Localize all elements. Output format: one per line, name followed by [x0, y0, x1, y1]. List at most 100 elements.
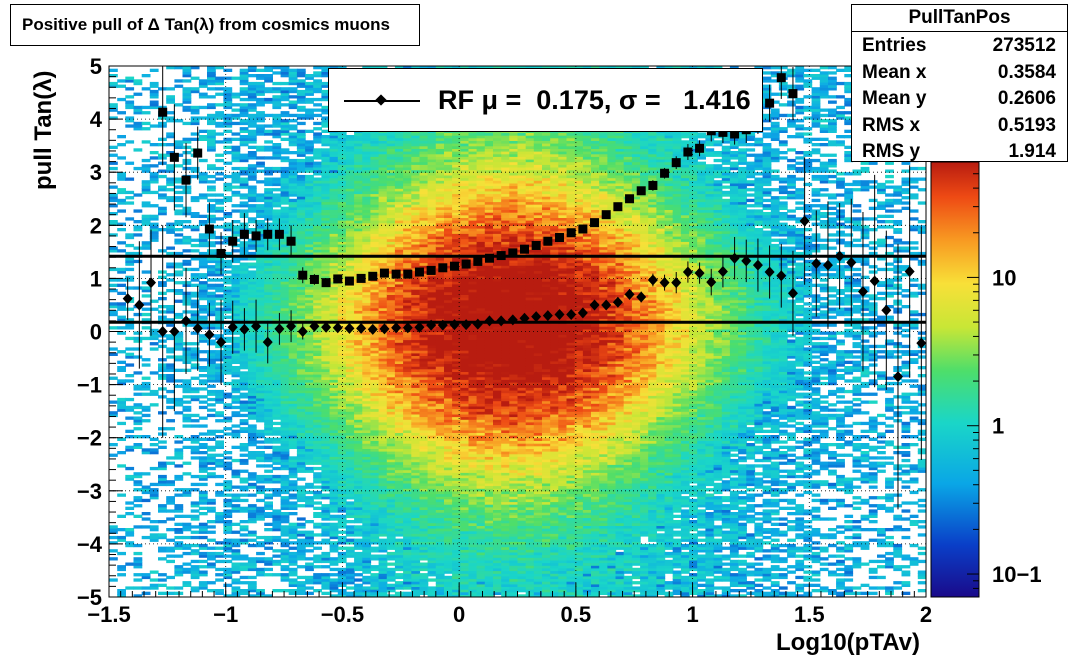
heatmap-cell: [158, 461, 167, 465]
heatmap-cell: [256, 273, 265, 277]
heatmap-cell: [109, 278, 118, 282]
heatmap-cell: [264, 294, 273, 298]
heatmap-cell: [239, 419, 249, 423]
heatmap-cell: [207, 217, 216, 221]
heatmap-cell: [190, 376, 200, 380]
heatmap-cell: [264, 347, 273, 351]
heatmap-cell: [256, 204, 265, 208]
heatmap-cell: [280, 551, 290, 556]
heatmap-cell: [166, 196, 175, 200]
heatmap-cell: [215, 355, 224, 359]
heatmap-cell: [313, 127, 322, 131]
heatmap-cell: [207, 132, 216, 136]
heatmap-cell: [239, 281, 249, 285]
heatmap-cell: [256, 132, 265, 136]
heatmap-cell: [125, 355, 135, 359]
heatmap-cell: [264, 196, 273, 200]
heatmap-cell: [223, 451, 233, 455]
heatmap-cell: [345, 525, 355, 529]
heatmap-cell: [394, 538, 404, 542]
heatmap-cell: [215, 435, 224, 439]
heatmap-cell: [125, 336, 135, 341]
heatmap-cell: [166, 310, 175, 314]
heatmap-cell: [247, 294, 257, 298]
heatmap-cell: [109, 289, 118, 293]
heatmap-cell: [174, 103, 184, 107]
heatmap-cell: [247, 92, 257, 96]
heatmap-cell: [247, 368, 257, 372]
heatmap-cell: [247, 121, 257, 126]
heatmap-cell: [321, 591, 331, 595]
heatmap-cell: [117, 156, 126, 160]
heatmap-cell: [117, 198, 126, 203]
heatmap-cell: [117, 464, 126, 468]
heatmap-cell: [198, 528, 208, 532]
heatmap-cell: [174, 528, 184, 532]
heatmap-cell: [207, 164, 216, 168]
heatmap-cell: [223, 405, 233, 410]
heatmap-cell: [256, 196, 265, 200]
heatmap-cell: [272, 151, 282, 155]
heatmap-cell: [149, 448, 159, 452]
heatmap-cell: [223, 331, 233, 335]
heatmap-cell: [198, 498, 208, 503]
heatmap-cell: [264, 573, 273, 577]
heatmap-cell: [247, 363, 257, 367]
heatmap-cell: [133, 286, 143, 290]
heatmap-cell: [247, 312, 257, 317]
heatmap-cell: [247, 270, 257, 274]
heatmap-cell: [386, 562, 396, 566]
heatmap-cell: [313, 121, 322, 126]
heatmap-cell: [182, 342, 192, 346]
heatmap-cell: [141, 472, 151, 476]
heatmap-cell: [280, 148, 290, 152]
heatmap-cell: [256, 113, 265, 118]
heatmap-cell: [239, 68, 249, 72]
heatmap-cell: [223, 68, 233, 72]
heatmap-cell: [109, 196, 118, 200]
heatmap-cell: [141, 318, 151, 322]
heatmap-cell: [296, 517, 306, 521]
heatmap-cell: [125, 530, 135, 534]
heatmap-cell: [190, 305, 200, 309]
heatmap-cell: [125, 528, 135, 532]
heatmap-cell: [125, 429, 135, 433]
heatmap-cell: [166, 169, 175, 173]
heatmap-cell: [239, 209, 249, 213]
heatmap-cell: [117, 209, 126, 213]
heatmap-cell: [158, 209, 167, 213]
heatmap-cell: [288, 119, 298, 123]
heatmap-cell: [231, 286, 241, 290]
heatmap-cell: [182, 514, 192, 518]
heatmap-cell: [223, 501, 233, 505]
heatmap-cell: [223, 461, 233, 465]
heatmap-cell: [109, 413, 118, 418]
heatmap-cell: [256, 206, 265, 210]
heatmap-cell: [264, 416, 273, 420]
heatmap-cell: [207, 474, 216, 479]
heatmap-cell: [264, 291, 273, 295]
heatmap-cell: [182, 408, 192, 412]
heatmap-cell: [109, 116, 118, 120]
heatmap-cell: [109, 411, 118, 415]
heatmap-cell: [247, 281, 257, 285]
heatmap-cell: [174, 514, 184, 518]
heatmap-cell: [345, 135, 355, 139]
heatmap-cell: [215, 278, 224, 282]
heatmap-cell: [174, 347, 184, 351]
heatmap-cell: [231, 445, 241, 449]
heatmap-cell: [166, 177, 175, 181]
heatmap-cell: [207, 265, 216, 269]
heatmap-cell: [272, 437, 282, 441]
heatmap-cell: [264, 180, 273, 184]
heatmap-cell: [125, 267, 135, 272]
heatmap-cell: [223, 583, 233, 587]
heatmap-cell: [215, 225, 224, 229]
heatmap-cell: [207, 453, 216, 457]
heatmap-cell: [231, 509, 241, 513]
heatmap-cell: [198, 477, 208, 481]
heatmap-cell: [223, 419, 233, 423]
heatmap-cell: [223, 174, 233, 179]
heatmap-cell: [231, 95, 241, 99]
heatmap-cell: [370, 565, 380, 569]
